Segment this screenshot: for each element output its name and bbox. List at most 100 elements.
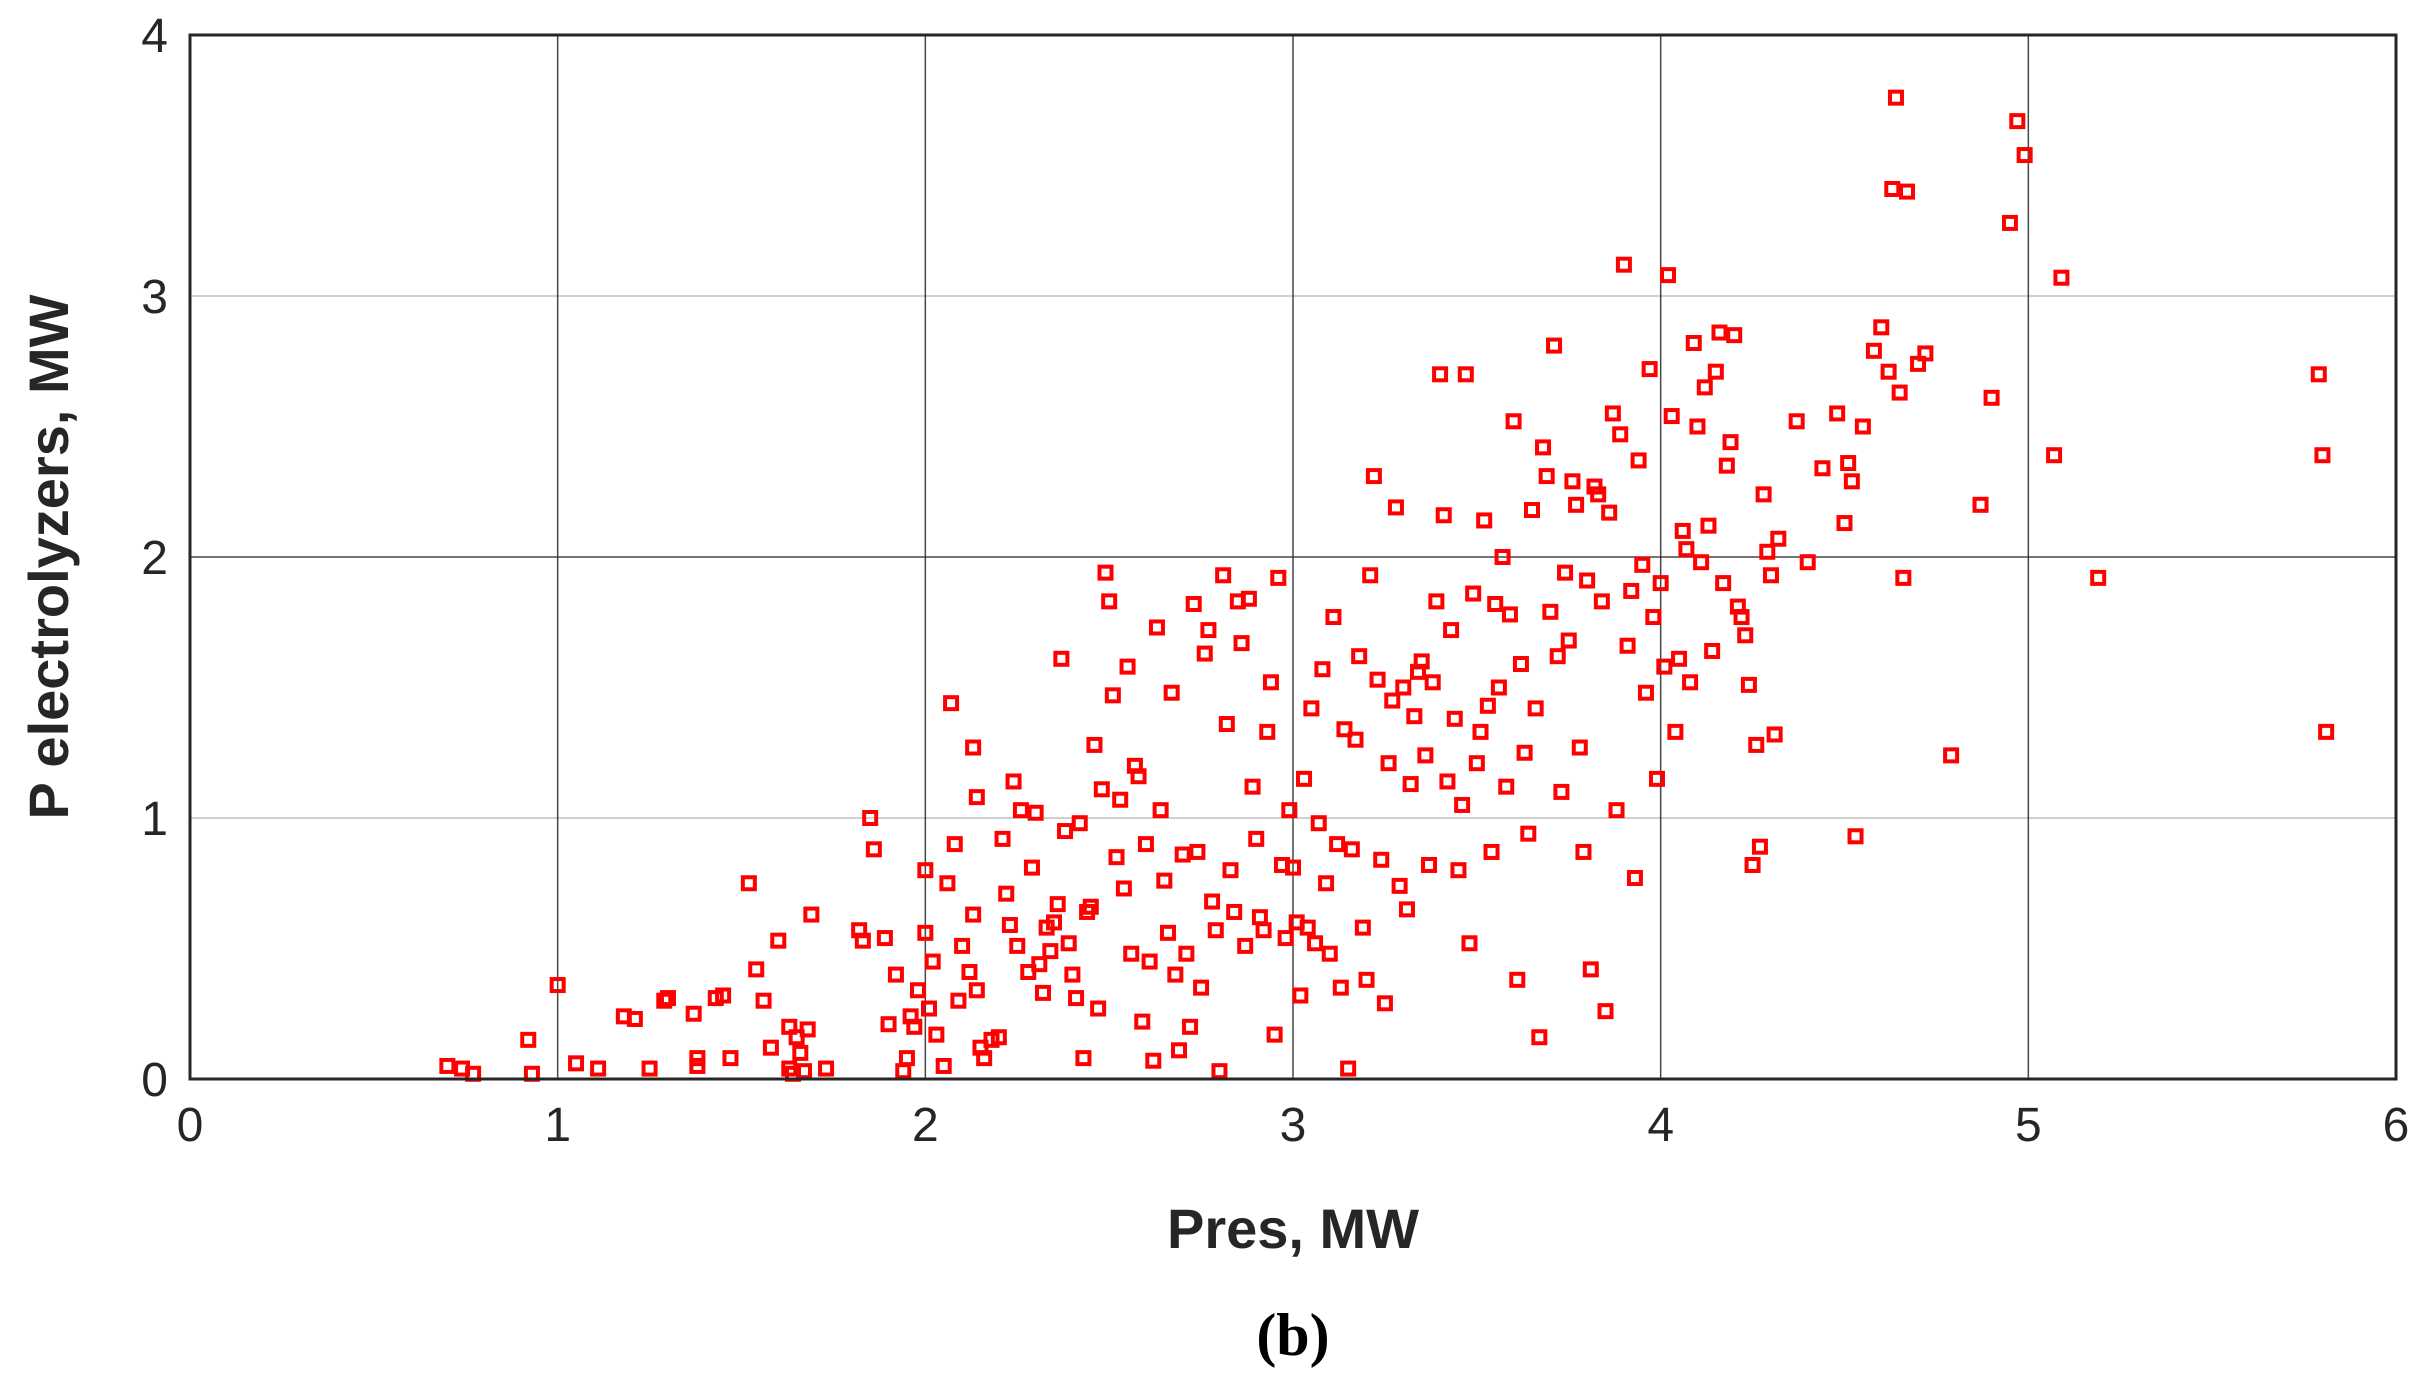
data-point xyxy=(1435,507,1452,524)
data-point xyxy=(1101,593,1118,610)
data-point xyxy=(1542,603,1559,620)
data-point xyxy=(1715,575,1732,592)
data-point xyxy=(939,875,956,892)
data-point xyxy=(1443,622,1460,639)
data-point xyxy=(1380,755,1397,772)
data-point xyxy=(1590,486,1607,503)
data-point xyxy=(1740,676,1757,693)
data-point xyxy=(862,810,879,826)
data-point xyxy=(1145,1052,1162,1069)
data-point xyxy=(1406,708,1423,725)
data-point xyxy=(1943,747,1960,764)
data-point xyxy=(1097,564,1114,581)
data-point xyxy=(1549,648,1566,665)
data-point xyxy=(917,924,934,941)
data-point xyxy=(1391,877,1408,894)
data-point xyxy=(740,875,757,892)
data-point xyxy=(1218,716,1235,733)
data-point xyxy=(439,1057,456,1074)
data-point xyxy=(1185,595,1202,612)
data-point xyxy=(1171,1042,1188,1059)
data-point xyxy=(1755,486,1772,503)
data-point xyxy=(568,1055,585,1072)
data-point xyxy=(1303,700,1320,717)
data-point xyxy=(656,992,673,1009)
data-point xyxy=(1788,413,1805,430)
data-point xyxy=(1560,632,1577,649)
data-point xyxy=(2001,214,2018,231)
data-point xyxy=(1608,802,1625,819)
x-tick-label: 2 xyxy=(912,1099,939,1152)
data-point xyxy=(1457,366,1474,383)
data-point xyxy=(2090,569,2107,586)
data-point xyxy=(689,1057,706,1074)
data-point xyxy=(1413,653,1430,670)
data-point xyxy=(1498,778,1515,795)
data-point xyxy=(1182,1018,1199,1035)
data-point xyxy=(1505,413,1522,430)
data-point xyxy=(1137,836,1154,853)
x-tick-label: 3 xyxy=(1280,1099,1307,1152)
data-point xyxy=(762,1039,779,1056)
data-point xyxy=(1031,956,1048,973)
data-point xyxy=(799,1021,816,1038)
data-point xyxy=(1200,622,1217,639)
data-point xyxy=(876,930,893,947)
data-point xyxy=(1424,674,1441,691)
data-point xyxy=(1873,319,1890,336)
data-point xyxy=(1428,593,1445,610)
data-point xyxy=(685,1005,702,1022)
data-point xyxy=(968,982,985,999)
data-point xyxy=(1626,870,1643,887)
data-point xyxy=(1204,893,1221,910)
data-point xyxy=(1115,880,1132,897)
data-point xyxy=(1671,650,1688,667)
data-point xyxy=(1207,922,1224,939)
data-point xyxy=(1899,183,1916,200)
data-point xyxy=(1895,569,1912,586)
data-point xyxy=(1299,919,1316,936)
data-point xyxy=(1027,804,1044,821)
data-point xyxy=(1082,898,1099,915)
data-point xyxy=(1770,530,1787,547)
data-point xyxy=(1446,710,1463,727)
data-point xyxy=(1233,635,1250,652)
y-tick-labels: 0 1 2 3 4 xyxy=(141,10,168,1107)
data-point xyxy=(1814,460,1831,477)
data-point xyxy=(1568,496,1585,513)
data-point xyxy=(854,932,871,949)
data-point xyxy=(1634,556,1651,573)
data-point xyxy=(1325,609,1342,626)
data-point xyxy=(1152,802,1169,819)
data-point xyxy=(1465,585,1482,602)
data-point xyxy=(1398,901,1415,918)
data-point xyxy=(994,830,1011,847)
data-point xyxy=(1696,379,1713,396)
data-point xyxy=(1321,945,1338,962)
data-point xyxy=(1512,656,1529,673)
data-point xyxy=(1281,802,1298,819)
data-point xyxy=(1417,747,1434,764)
data-point xyxy=(1553,783,1570,800)
data-point xyxy=(1211,1063,1228,1080)
data-point xyxy=(1365,468,1382,485)
data-point xyxy=(1501,606,1518,623)
data-point xyxy=(1108,849,1125,866)
x-tick-label: 1 xyxy=(544,1099,571,1152)
data-point xyxy=(1226,903,1243,920)
data-point xyxy=(1516,744,1533,761)
data-point xyxy=(1582,961,1599,978)
data-point xyxy=(1454,796,1471,813)
data-point xyxy=(803,906,820,923)
data-point xyxy=(1340,1060,1357,1077)
data-point xyxy=(1358,971,1375,988)
data-point xyxy=(1196,645,1213,662)
data-point xyxy=(1575,843,1592,860)
figure-caption: (b) xyxy=(1256,1302,1329,1368)
x-tick-label: 5 xyxy=(2015,1099,2042,1152)
data-point xyxy=(1071,815,1088,832)
data-point xyxy=(1535,439,1552,456)
data-point xyxy=(1487,595,1504,612)
data-point xyxy=(1068,990,1085,1007)
data-point xyxy=(792,1044,809,1061)
